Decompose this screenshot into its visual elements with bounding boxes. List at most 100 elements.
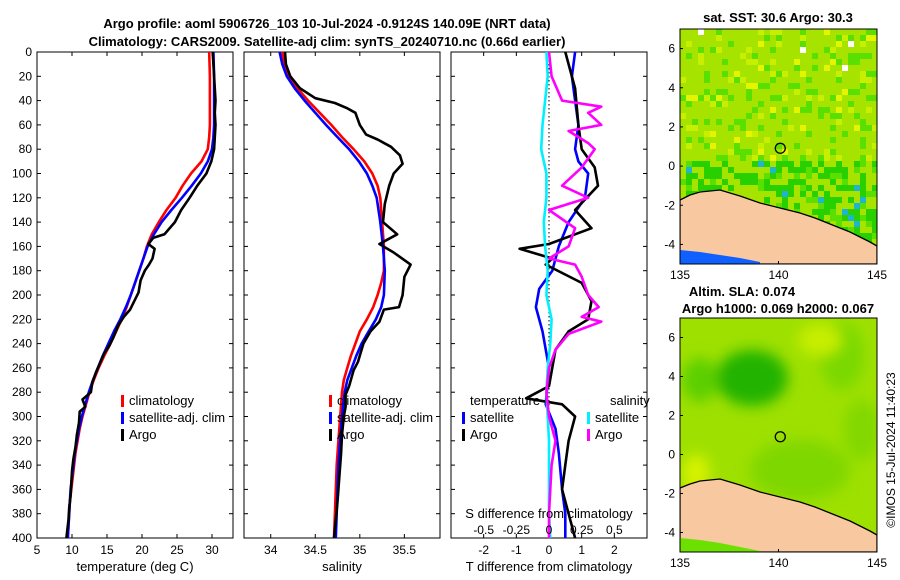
x-tick-label: 34 xyxy=(264,543,278,557)
sst-cell xyxy=(758,161,764,167)
sst-cell xyxy=(872,167,877,173)
sst-cell xyxy=(824,191,830,197)
y-tick-label: 120 xyxy=(12,191,32,205)
sst-cell xyxy=(776,35,782,41)
sst-cell xyxy=(818,113,824,119)
sst-cell xyxy=(764,161,770,167)
sst-cell xyxy=(698,59,704,65)
y-tick-label: 360 xyxy=(12,482,32,496)
sst-cell xyxy=(680,113,686,119)
sst-cell xyxy=(782,95,788,101)
map-x-tick-label: 145 xyxy=(867,268,887,282)
map-y-tick-label: -2 xyxy=(664,198,675,212)
sla-land xyxy=(680,478,877,552)
sst-cell xyxy=(818,185,824,191)
sst-cell xyxy=(776,191,782,197)
sst-cell xyxy=(764,197,770,203)
sst-cell xyxy=(716,101,722,107)
legend-swatch-climatology xyxy=(121,395,124,407)
sst-cell xyxy=(788,125,794,131)
legend-label-satellite: satellite-adj. clim xyxy=(337,410,433,425)
sst-cell xyxy=(734,173,740,179)
sst-cell xyxy=(782,155,788,161)
x-tick-label: 30 xyxy=(205,543,219,557)
sst-cell xyxy=(764,83,770,89)
sst-cell xyxy=(740,77,746,83)
sst-cell xyxy=(764,173,770,179)
sst-cell xyxy=(860,119,866,125)
sst-cell xyxy=(788,167,794,173)
map-y-tick-label: 2 xyxy=(668,120,675,134)
legend-swatch-argo xyxy=(121,429,124,441)
sst-cell xyxy=(860,35,866,41)
sla-map-title-line1: Altim. SLA: 0.074 xyxy=(689,284,796,299)
map-x-tick-label: 145 xyxy=(867,556,887,570)
sst-cell xyxy=(830,95,836,101)
sst-cell xyxy=(854,167,860,173)
sst-cell xyxy=(746,113,752,119)
sst-cell xyxy=(848,59,854,65)
sst-cell xyxy=(866,71,872,77)
sst-cell xyxy=(764,137,770,143)
sst-cell xyxy=(716,167,722,173)
sst-cell xyxy=(752,131,758,137)
difference-legend-right: salinity satellite Argo xyxy=(587,393,650,442)
sst-cell xyxy=(776,185,782,191)
sst-cell xyxy=(710,173,716,179)
sst-cell xyxy=(758,185,764,191)
sst-cell xyxy=(842,173,848,179)
map-y-tick-label: 2 xyxy=(668,409,675,423)
sst-cell xyxy=(866,107,872,113)
sst-cell xyxy=(710,167,716,173)
sst-cell xyxy=(836,95,842,101)
sst-cell xyxy=(794,173,800,179)
sst-cell xyxy=(746,59,752,65)
sst-cell xyxy=(710,131,716,137)
sst-cell xyxy=(776,161,782,167)
sst-cell xyxy=(836,221,842,227)
sst-cell xyxy=(758,65,764,71)
series-line-argo xyxy=(283,51,412,539)
sst-cell xyxy=(746,95,752,101)
sst-cell xyxy=(872,185,877,191)
sst-cell xyxy=(686,53,692,59)
sst-cell xyxy=(758,29,764,35)
sst-cell xyxy=(824,47,830,53)
map-y-tick-label: -2 xyxy=(664,487,675,501)
sst-cell xyxy=(872,125,877,131)
sst-cell xyxy=(872,209,877,215)
sst-cell xyxy=(776,203,782,209)
sst-cell xyxy=(734,119,740,125)
sst-cell xyxy=(728,185,734,191)
series-line-argo xyxy=(65,51,217,539)
y-tick-label: 20 xyxy=(19,69,33,83)
sst-cell xyxy=(800,179,806,185)
sst-cell xyxy=(824,65,830,71)
sst-cell xyxy=(830,197,836,203)
sst-cell xyxy=(704,143,710,149)
x-tick-label: 5 xyxy=(34,543,41,557)
sst-cell xyxy=(710,95,716,101)
sst-cell xyxy=(836,173,842,179)
y-tick-label: 40 xyxy=(19,94,33,108)
sst-cell xyxy=(860,143,866,149)
map-y-tick-label: -4 xyxy=(664,526,675,540)
sst-cell xyxy=(872,29,877,35)
sst-cell xyxy=(824,149,830,155)
sst-cell xyxy=(830,59,836,65)
sst-cell xyxy=(728,167,734,173)
series-line-t-satellite xyxy=(534,51,590,538)
sst-cell xyxy=(746,131,752,137)
sst-cell xyxy=(758,149,764,155)
x-tick-label: -1 xyxy=(511,543,522,557)
sst-cell xyxy=(836,107,842,113)
y-tick-label: 140 xyxy=(12,215,32,229)
sst-cell xyxy=(854,185,860,191)
map-x-tick-label: 135 xyxy=(670,268,690,282)
sst-cell xyxy=(704,89,710,95)
sst-land xyxy=(680,189,877,264)
sst-cell xyxy=(698,179,704,185)
sst-cell xyxy=(800,155,806,161)
sst-cell xyxy=(872,71,877,77)
